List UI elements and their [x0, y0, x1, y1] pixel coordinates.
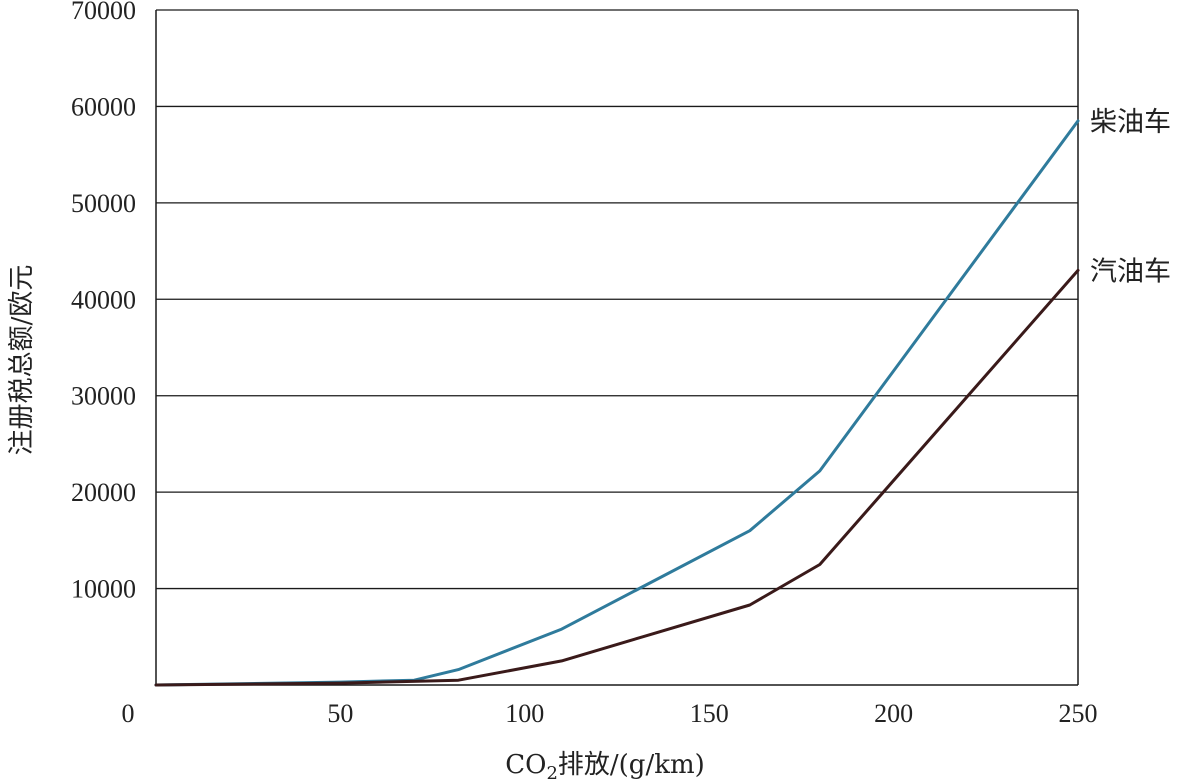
x-tick-label-200: 200: [874, 699, 913, 728]
series-line-0: [154, 119, 1080, 687]
series-lines: [154, 119, 1080, 687]
y-tick-label-60000: 60000: [71, 92, 136, 121]
y-tick-labels: 10000 20000 30000 40000 50000 60000 70000: [71, 0, 136, 604]
y-axis-title: 注册税总额/欧元: [7, 265, 37, 456]
x-axis-title-main: CO: [505, 750, 546, 780]
x-tick-label-100: 100: [505, 699, 544, 728]
x-tick-label-50: 50: [327, 699, 353, 728]
y-tick-label-50000: 50000: [71, 189, 136, 218]
series-label-0: 柴油车: [1090, 107, 1171, 138]
y-tick-label-40000: 40000: [71, 285, 136, 314]
x-tick-label-150: 150: [690, 699, 729, 728]
grid-lines: [156, 9, 1078, 590]
axes: [155, 10, 1079, 686]
y-tick-label-10000: 10000: [71, 575, 136, 604]
y-tick-label-70000: 70000: [71, 0, 136, 25]
x-tick-labels: 0 50 100 150 200 250: [122, 699, 1098, 728]
x-tick-label-0: 0: [122, 699, 135, 728]
series-label-1: 汽油车: [1090, 256, 1171, 287]
series-line-1: [154, 268, 1080, 687]
y-tick-label-30000: 30000: [71, 382, 136, 411]
x-tick-label-250: 250: [1059, 699, 1098, 728]
x-axis-title-subscript: 2: [546, 763, 557, 780]
x-axis-title-rest: 排放/(g/km): [558, 750, 705, 780]
y-tick-label-20000: 20000: [71, 478, 136, 507]
x-axis-title: CO2排放/(g/km): [505, 750, 705, 780]
